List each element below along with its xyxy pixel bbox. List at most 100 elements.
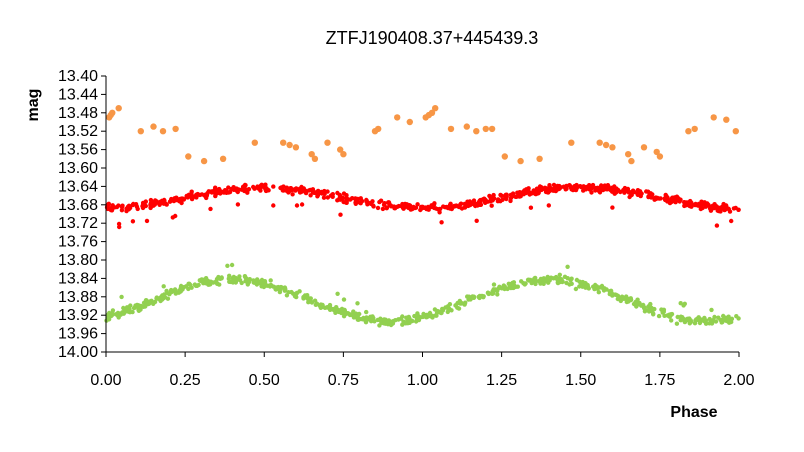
data-point xyxy=(110,310,115,316)
data-point xyxy=(161,284,166,289)
x-tick-labels: 0.00 0.25 0.50 0.75 1.00 1.25 1.50 1.75 2.00 xyxy=(90,352,755,389)
data-point xyxy=(382,201,387,206)
data-point xyxy=(130,219,136,224)
data-point xyxy=(551,276,556,281)
data-point xyxy=(235,202,241,207)
data-point xyxy=(627,296,632,302)
data-point xyxy=(428,109,436,117)
data-point xyxy=(578,281,584,286)
data-point xyxy=(186,192,192,197)
data-point xyxy=(631,189,637,195)
data-point xyxy=(656,313,662,319)
data-point xyxy=(609,188,615,193)
data-point xyxy=(681,316,686,322)
data-point xyxy=(189,285,194,290)
data-point xyxy=(279,285,285,290)
data-point xyxy=(712,205,717,211)
data-point xyxy=(471,198,477,203)
data-point xyxy=(294,294,299,300)
y-tick-label: 13.48 xyxy=(58,105,98,122)
data-point xyxy=(444,204,449,210)
data-point xyxy=(709,307,714,313)
data-point xyxy=(105,204,111,209)
data-point xyxy=(565,276,570,281)
data-point xyxy=(284,185,289,190)
data-point xyxy=(512,283,517,288)
data-point xyxy=(457,204,462,210)
data-point xyxy=(471,202,476,207)
data-point xyxy=(564,280,569,286)
data-point xyxy=(495,292,500,297)
data-point xyxy=(708,319,714,324)
data-point xyxy=(211,280,216,285)
y-tick-label: 13.76 xyxy=(58,234,98,251)
data-point xyxy=(567,183,572,188)
data-point xyxy=(537,279,542,284)
data-point xyxy=(207,282,212,287)
data-point xyxy=(178,289,183,294)
data-point xyxy=(658,196,663,201)
data-point xyxy=(172,125,179,133)
data-point xyxy=(511,193,516,199)
data-point xyxy=(239,187,244,192)
data-point xyxy=(473,128,480,135)
data-point xyxy=(163,201,169,207)
data-point xyxy=(488,125,496,133)
data-point xyxy=(496,286,501,291)
data-point xyxy=(452,204,457,209)
data-point xyxy=(353,200,358,205)
data-point xyxy=(372,319,377,324)
data-point xyxy=(123,307,128,312)
data-point xyxy=(357,311,362,317)
data-point xyxy=(268,278,273,283)
data-point xyxy=(710,114,717,121)
y-tick-label: 13.52 xyxy=(58,123,98,140)
data-point xyxy=(344,196,349,201)
data-point xyxy=(235,189,240,195)
data-point xyxy=(685,128,692,135)
data-point xyxy=(544,189,550,195)
data-point xyxy=(333,310,338,315)
data-point xyxy=(262,279,268,284)
y-tick-label: 13.96 xyxy=(58,326,98,343)
data-point xyxy=(124,208,129,214)
data-point xyxy=(705,201,710,206)
data-point xyxy=(260,184,265,189)
data-point xyxy=(675,314,680,320)
data-point xyxy=(179,200,184,206)
data-point xyxy=(305,296,310,301)
data-point xyxy=(370,199,375,204)
data-point xyxy=(384,206,389,211)
data-point xyxy=(110,203,115,208)
data-point xyxy=(477,293,482,299)
data-point xyxy=(687,203,692,209)
data-point xyxy=(580,284,585,289)
data-point xyxy=(308,151,315,158)
data-point xyxy=(651,311,656,316)
data-point xyxy=(533,275,538,281)
data-point xyxy=(448,201,453,206)
data-point xyxy=(251,139,258,146)
data-point xyxy=(297,289,302,294)
x-axis-label: Phase xyxy=(670,404,717,421)
data-point xyxy=(180,196,185,201)
x-tick-label: 0.50 xyxy=(249,372,280,389)
data-point xyxy=(231,185,236,190)
data-point xyxy=(682,202,687,207)
data-point xyxy=(313,302,318,307)
data-point xyxy=(463,123,470,130)
data-point xyxy=(434,310,440,315)
data-point xyxy=(688,318,693,323)
data-point xyxy=(334,305,339,310)
data-point xyxy=(185,153,192,160)
data-point xyxy=(276,284,281,290)
data-point xyxy=(703,318,708,323)
data-point xyxy=(438,310,444,316)
data-point xyxy=(225,263,230,268)
data-point xyxy=(222,188,228,193)
data-point xyxy=(310,190,316,195)
data-point xyxy=(288,186,293,191)
data-point xyxy=(385,319,390,324)
data-point xyxy=(533,281,538,287)
